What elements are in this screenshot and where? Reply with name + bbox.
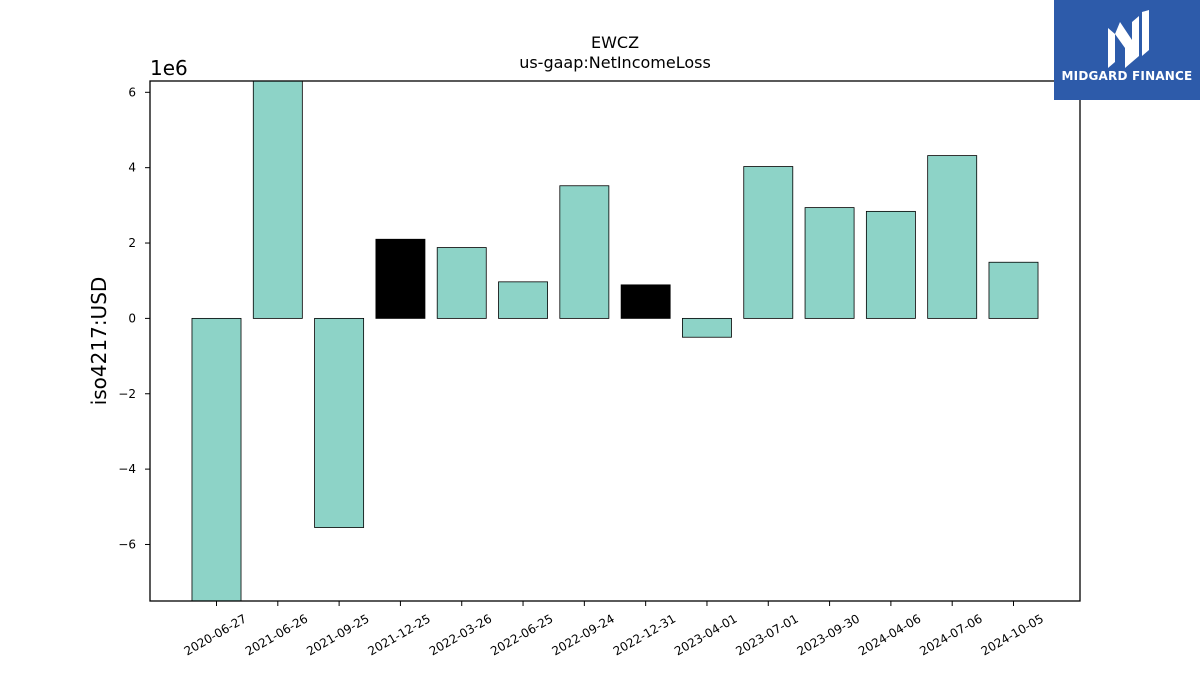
bar-2021-12-25 (375, 238, 426, 319)
bar-2024-04-06 (865, 210, 916, 319)
bar-2021-06-26 (252, 81, 303, 319)
midgard-logo-icon (1108, 10, 1149, 68)
y-axis-label: iso4217:USD (87, 277, 111, 406)
bar-2022-03-26 (436, 247, 487, 319)
brand-name: MIDGARD FINANCE (1061, 69, 1193, 83)
bar-2024-07-06 (927, 155, 978, 319)
bar-2022-09-24 (559, 185, 610, 319)
x-tick-label: 2023-09-30 (795, 611, 862, 658)
bar-2024-10-05 (988, 261, 1039, 319)
x-tick-label: 2024-10-05 (979, 611, 1046, 658)
y-axis-ticks: −6 −4 −2 0 2 4 6 (118, 85, 150, 551)
x-tick-label: 2021-12-25 (366, 611, 433, 658)
x-tick-label: 2022-06-25 (488, 611, 555, 658)
plot-frame (149, 80, 1081, 602)
bars-group (191, 81, 1039, 601)
x-axis-ticks: 2020-06-272021-06-262021-09-252021-12-25… (182, 601, 1046, 658)
y-tick-label: 4 (128, 161, 136, 175)
bar-2023-07-01 (743, 166, 794, 319)
y-tick-label: 6 (128, 85, 136, 99)
x-tick-label: 2023-04-01 (672, 611, 739, 658)
x-tick-label: 2022-03-26 (427, 611, 494, 658)
x-tick-label: 2023-07-01 (733, 611, 800, 658)
x-tick-label: 2022-12-31 (611, 611, 678, 658)
y-tick-label: −6 (118, 537, 136, 551)
bar-2021-09-25 (314, 317, 365, 528)
y-offset-label: 1e6 (150, 56, 188, 80)
x-tick-label: 2020-06-27 (182, 611, 249, 658)
brand-logo: MIDGARD FINANCE (1054, 0, 1200, 100)
chart-title: EWCZ (591, 33, 639, 52)
x-tick-label: 2021-09-25 (304, 611, 371, 658)
x-tick-label: 2022-09-24 (549, 611, 616, 658)
y-tick-label: −4 (118, 462, 136, 476)
x-tick-label: 2024-04-06 (856, 611, 923, 658)
x-tick-label: 2021-06-26 (243, 611, 310, 658)
chart-subtitle: us-gaap:NetIncomeLoss (519, 53, 711, 72)
bar-2020-06-27 (191, 317, 242, 601)
bar-2022-12-31 (620, 284, 671, 319)
bar-2022-06-25 (498, 281, 548, 319)
x-tick-label: 2024-07-06 (917, 611, 984, 658)
y-tick-label: −2 (118, 387, 136, 401)
bar-2023-09-30 (804, 207, 855, 319)
y-tick-label: 0 (128, 311, 136, 325)
y-tick-label: 2 (128, 236, 136, 250)
bar-2023-04-01 (682, 317, 732, 338)
